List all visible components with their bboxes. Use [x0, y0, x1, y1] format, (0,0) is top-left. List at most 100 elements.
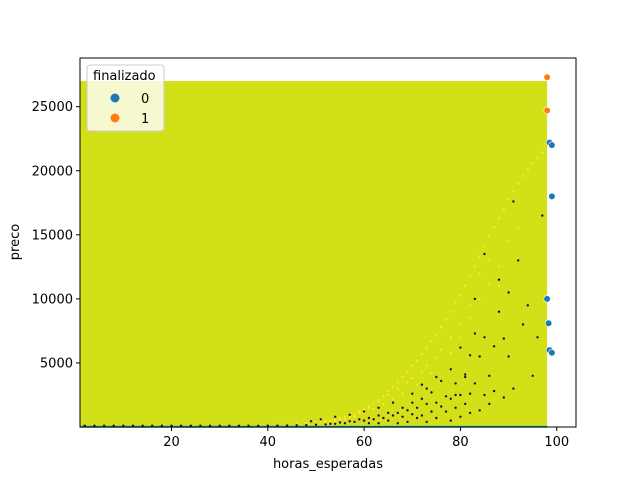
- data-point: [517, 227, 520, 230]
- data-point: [411, 392, 414, 395]
- data-point: [483, 245, 486, 248]
- data-point: [334, 418, 337, 421]
- data-point: [459, 393, 462, 397]
- data-point: [387, 389, 390, 393]
- data-point: [131, 424, 135, 427]
- data-point: [473, 382, 477, 385]
- data-point: [237, 424, 241, 427]
- data-point: [468, 392, 472, 395]
- data-point: [502, 208, 505, 211]
- data-point: [444, 410, 448, 413]
- data-point: [517, 259, 520, 262]
- data-point: [507, 240, 510, 243]
- data-point: [497, 284, 501, 288]
- data-point: [507, 291, 510, 294]
- data-point: [435, 401, 438, 404]
- data-point: [382, 395, 385, 398]
- data-point: [497, 310, 501, 313]
- data-point: [314, 421, 318, 424]
- data-point: [468, 274, 472, 277]
- data-point: [544, 319, 553, 327]
- data-point: [415, 383, 419, 386]
- x-tick-label: 40: [260, 435, 277, 450]
- data-point: [473, 332, 477, 335]
- data-point: [401, 415, 404, 418]
- y-tick-label: 15000: [32, 228, 73, 243]
- data-point: [189, 424, 192, 427]
- data-point: [521, 323, 525, 326]
- data-point: [353, 420, 356, 424]
- data-point: [473, 265, 477, 268]
- data-point: [548, 141, 556, 149]
- data-point: [526, 304, 529, 307]
- data-point: [179, 424, 183, 427]
- data-point: [468, 304, 472, 307]
- data-point: [228, 424, 231, 427]
- data-point: [517, 182, 520, 185]
- data-point: [459, 323, 462, 326]
- data-point: [526, 168, 529, 171]
- data-point: [478, 355, 481, 358]
- data-point: [338, 418, 342, 421]
- data-point: [406, 381, 409, 384]
- data-point: [483, 393, 486, 397]
- data-point: [543, 295, 551, 303]
- data-point: [295, 424, 298, 427]
- data-point: [151, 424, 154, 427]
- data-point: [334, 415, 337, 418]
- data-point: [454, 393, 457, 397]
- data-point: [507, 197, 510, 201]
- data-point: [160, 424, 164, 427]
- data-point: [488, 234, 491, 238]
- data-point: [531, 374, 534, 377]
- y-axis-label: preco: [8, 224, 23, 260]
- data-point: [372, 407, 375, 411]
- data-point: [102, 424, 106, 427]
- data-point: [420, 414, 424, 417]
- data-point: [478, 255, 481, 258]
- data-point: [430, 340, 433, 343]
- data-point: [483, 336, 486, 339]
- data-point: [285, 424, 289, 427]
- data-point: [353, 413, 356, 416]
- data-point: [348, 415, 351, 418]
- data-point: [367, 406, 371, 409]
- data-point: [338, 421, 342, 424]
- data-point: [435, 416, 438, 420]
- data-point: [141, 424, 144, 427]
- data-point: [459, 336, 462, 339]
- data-point: [502, 396, 505, 399]
- data-point: [488, 282, 491, 285]
- data-point: [305, 422, 308, 425]
- background-region: [80, 81, 548, 426]
- data-point: [334, 422, 337, 425]
- data-point: [536, 336, 539, 339]
- data-point: [387, 393, 390, 397]
- data-point: [334, 420, 337, 423]
- data-point: [435, 356, 438, 359]
- data-point: [464, 373, 467, 376]
- data-point: [425, 387, 428, 390]
- data-point: [343, 415, 347, 418]
- data-point: [541, 214, 544, 217]
- data-point: [362, 407, 366, 411]
- data-point: [548, 192, 556, 200]
- data-point: [512, 387, 515, 390]
- data-point: [329, 419, 332, 422]
- x-tick-label: 80: [452, 435, 469, 450]
- y-tick-label: 25000: [32, 100, 73, 115]
- data-point: [449, 336, 452, 339]
- data-point: [468, 316, 472, 320]
- data-point: [382, 402, 385, 406]
- data-point: [440, 405, 443, 408]
- data-point: [430, 410, 433, 413]
- data-point: [464, 402, 467, 406]
- data-point: [411, 364, 414, 367]
- data-point: [377, 400, 380, 403]
- data-point: [391, 397, 395, 400]
- data-point: [343, 418, 347, 421]
- data-point: [372, 402, 375, 406]
- data-point: [218, 424, 221, 427]
- data-point: [319, 420, 322, 424]
